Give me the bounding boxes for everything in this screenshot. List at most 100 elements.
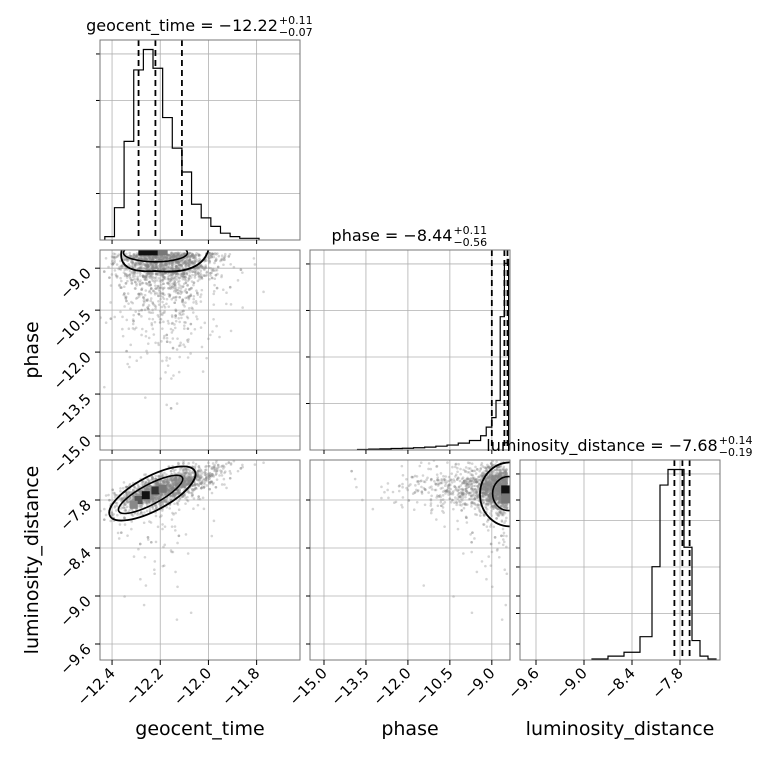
sample-point [484,479,488,483]
sample-point [141,327,144,331]
sample-point [176,272,179,276]
sample-point [497,502,500,506]
sample-point [169,494,172,498]
sample-point [183,480,187,484]
sample-point [150,477,154,481]
sample-point [493,478,496,481]
sample-point [461,476,465,479]
sample-point [171,256,175,260]
sample-point [179,341,182,345]
sample-point [177,252,181,256]
sample-point [155,506,158,510]
sample-point [200,486,203,490]
sample-point [184,281,188,284]
sample-point [183,485,186,489]
sample-point [199,457,202,460]
sample-point [199,475,203,478]
sample-point [179,491,182,494]
sample-point [120,279,123,283]
sample-point [140,504,143,508]
sample-point [494,486,497,490]
sample-point [154,266,157,270]
sample-point [189,293,193,296]
sample-point [489,501,493,505]
sample-point [170,263,174,266]
sample-point [125,276,129,279]
sample-point [145,257,148,261]
sample-point [123,516,126,520]
sample-point [225,291,228,295]
panel-inner [310,460,510,660]
sample-point [200,345,204,349]
sample-point [131,327,135,330]
sample-point [170,486,174,490]
sample-point [418,464,422,468]
sample-point [162,282,165,286]
sample-point [128,355,132,359]
sample-point [225,462,228,466]
sample-point [383,490,386,494]
sample-point [154,514,158,518]
sample-point [163,478,167,481]
sample-point [111,263,114,266]
sample-point [159,264,162,268]
sample-point [188,482,191,485]
sample-point [407,499,411,502]
sample-point [116,254,120,258]
sample-point [154,494,158,497]
sample-point [193,466,197,469]
sample-point [157,286,160,289]
sample-point [155,273,158,277]
sample-point [499,471,502,474]
sample-point [465,489,469,493]
sample-point [160,474,164,478]
sample-point [459,497,463,500]
sample-point [156,284,160,288]
sample-point [484,489,488,492]
sample-point [503,503,507,507]
sample-point [484,477,488,481]
sample-point [151,255,154,259]
sample-point [190,263,193,266]
sample-point [150,266,153,269]
sample-point [454,462,458,466]
sample-point [497,484,500,487]
sample-point [469,473,473,476]
sample-point [176,253,180,257]
sample-point [170,266,173,270]
sample-point [146,263,149,266]
sample-point [183,272,186,275]
sample-point [496,490,500,494]
sample-point [171,482,175,486]
sample-point [175,253,179,256]
sample-point [144,263,148,267]
sample-point [157,315,161,319]
sample-point [142,296,145,299]
sample-point [163,525,167,528]
sample-point [191,261,194,264]
sample-point [447,483,451,487]
sample-point [188,260,192,264]
sample-point [464,515,468,519]
sample-point [143,555,147,559]
sample-point [166,482,170,485]
sample-point [155,497,158,500]
sample-point [174,316,177,319]
sample-point [483,480,486,483]
sample-point [188,476,192,480]
sample-point [468,483,471,487]
sample-point [189,479,193,482]
sample-point [497,495,501,498]
sample-point [172,484,175,488]
sample-point [182,275,186,279]
sample-point [188,476,191,479]
sample-point [497,493,501,496]
sample-point [149,271,152,275]
sample-point [495,471,499,475]
sample-point [173,478,176,481]
sample-point [109,317,113,320]
sample-point [170,251,173,255]
sample-point [208,487,211,491]
sample-point [476,487,480,490]
sample-point [488,497,492,501]
